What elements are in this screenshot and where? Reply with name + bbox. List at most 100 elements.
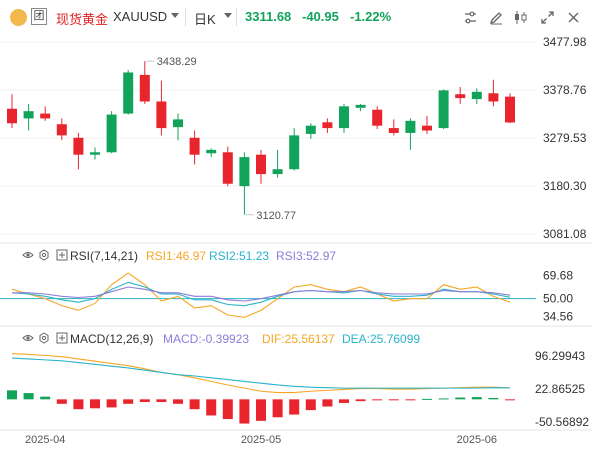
- settings-icon[interactable]: [38, 249, 50, 261]
- expand-icon[interactable]: [540, 10, 555, 25]
- macd-histogram-bar: [7, 390, 17, 400]
- macd-histogram-bar: [272, 399, 283, 418]
- candle-down: [422, 125, 432, 131]
- sliders-icon[interactable]: [463, 10, 478, 25]
- macd-histogram-bar: [388, 399, 399, 401]
- macd-histogram-bar: [123, 399, 134, 404]
- macd-histogram-bar: [372, 399, 383, 401]
- candle-up: [173, 119, 183, 128]
- candle-style-icon[interactable]: [513, 10, 528, 25]
- macd-axis-tick: -50.56892: [535, 415, 589, 429]
- period-dropdown-icon[interactable]: [224, 13, 232, 18]
- macd-histogram-bar: [40, 396, 51, 400]
- x-axis-tick: 2025-05: [241, 434, 281, 446]
- macd-histogram-bar: [173, 399, 183, 404]
- candle-down: [56, 124, 67, 136]
- close-icon[interactable]: [566, 10, 581, 25]
- candle-down: [488, 93, 499, 102]
- dea-line: [11, 357, 511, 389]
- macd-histogram-bar: [222, 399, 233, 420]
- macd-histogram-bar: [239, 399, 250, 424]
- price-axis-tick: 3180.30: [543, 179, 587, 193]
- eye-icon[interactable]: [22, 249, 34, 261]
- candle-up: [355, 104, 366, 108]
- candle-down: [455, 94, 466, 99]
- candle-down: [73, 137, 84, 155]
- candle-up: [239, 157, 250, 187]
- candle-down: [322, 122, 333, 129]
- price-axis-tick: 3477.98: [543, 35, 587, 49]
- candle-down: [189, 137, 200, 155]
- macd-histogram-bar: [156, 399, 167, 403]
- settings-icon[interactable]: [38, 332, 50, 344]
- price-change-percent: -1.22%: [350, 9, 392, 24]
- divider: [185, 8, 186, 26]
- candle-up: [123, 72, 134, 114]
- candle-down: [7, 108, 17, 124]
- candle-down: [256, 154, 266, 175]
- macd-histogram-bar: [455, 397, 466, 400]
- rsi2-label: RSI2:51.23: [209, 249, 270, 263]
- rsi-legend: RSI(7,14,21) RSI1:46.97 RSI2:51.23 RSI3:…: [22, 248, 442, 264]
- rsi-line-1: [11, 272, 511, 318]
- macd-title: MACD(12,26,9): [70, 332, 154, 346]
- rsi-axis-tick: 69.68: [543, 269, 573, 283]
- indicator-box-icon[interactable]: [56, 249, 68, 261]
- macd-histogram-bar: [56, 399, 67, 404]
- candle-up: [90, 152, 100, 155]
- price-axis-tick: 3378.76: [543, 83, 587, 97]
- dif-line: [11, 353, 511, 394]
- candle-down: [372, 109, 383, 126]
- macd-histogram-bar: [355, 399, 366, 402]
- macd-histogram-bar: [289, 399, 300, 415]
- price-axis-tick: 3279.53: [543, 131, 587, 145]
- rsi-axis-tick: 34.56: [543, 310, 573, 324]
- dea-label: DEA:25.76099: [342, 332, 421, 346]
- dif-label: DIF:25.56137: [262, 332, 335, 346]
- symbol-code[interactable]: XAUUSD: [113, 9, 168, 24]
- candle-up: [305, 125, 316, 134]
- candle-up: [23, 111, 34, 119]
- gold-coin-icon: [10, 9, 27, 26]
- candle-up: [471, 91, 482, 100]
- candle-down: [156, 101, 167, 129]
- rsi1-label: RSI1:46.97: [146, 249, 207, 263]
- macd-histogram-bar: [488, 397, 499, 400]
- macd-histogram-bar: [405, 399, 416, 401]
- macd-histogram-bar: [23, 393, 34, 400]
- macd-histogram-bar: [438, 398, 449, 400]
- macd-histogram-bar: [206, 399, 217, 416]
- macd-histogram-bar: [305, 399, 316, 411]
- period-selector[interactable]: 日K: [194, 12, 216, 27]
- candle-up: [272, 169, 283, 175]
- draw-pen-icon[interactable]: [489, 10, 504, 25]
- group-toggle-button[interactable]: 团: [31, 8, 47, 25]
- candle-up: [289, 135, 300, 170]
- candle-up: [405, 120, 416, 133]
- candle-down: [222, 152, 233, 184]
- macd-histogram-bar: [471, 397, 482, 400]
- rsi3-label: RSI3:52.97: [276, 249, 337, 263]
- rsi-axis-tick: 50.00: [543, 292, 573, 306]
- macd-histogram-bar: [189, 399, 200, 410]
- macd-histogram-bar: [256, 399, 266, 421]
- macd-histogram-bar: [422, 398, 432, 400]
- price-axis-tick: 3081.08: [543, 227, 587, 241]
- eye-icon[interactable]: [22, 332, 34, 344]
- symbol-name[interactable]: 现货黄金: [56, 12, 109, 27]
- candle-down: [505, 96, 515, 123]
- macd-histogram-bar: [322, 399, 333, 407]
- candle-down: [388, 128, 399, 133]
- macd-histogram-bar: [106, 399, 117, 408]
- rsi-title: RSI(7,14,21): [70, 249, 139, 263]
- x-axis-tick: 2025-06: [457, 434, 497, 446]
- rsi-line-2: [11, 281, 511, 307]
- indicator-box-icon[interactable]: [56, 332, 68, 344]
- macd-legend: MACD(12,26,9) MACD:-0.39923 DIF:25.56137…: [22, 331, 442, 347]
- macd-histogram-bar: [339, 399, 349, 403]
- candle-up: [206, 149, 217, 154]
- divider: [236, 8, 237, 26]
- symbol-dropdown-icon[interactable]: [171, 13, 179, 18]
- candle-down: [40, 113, 51, 119]
